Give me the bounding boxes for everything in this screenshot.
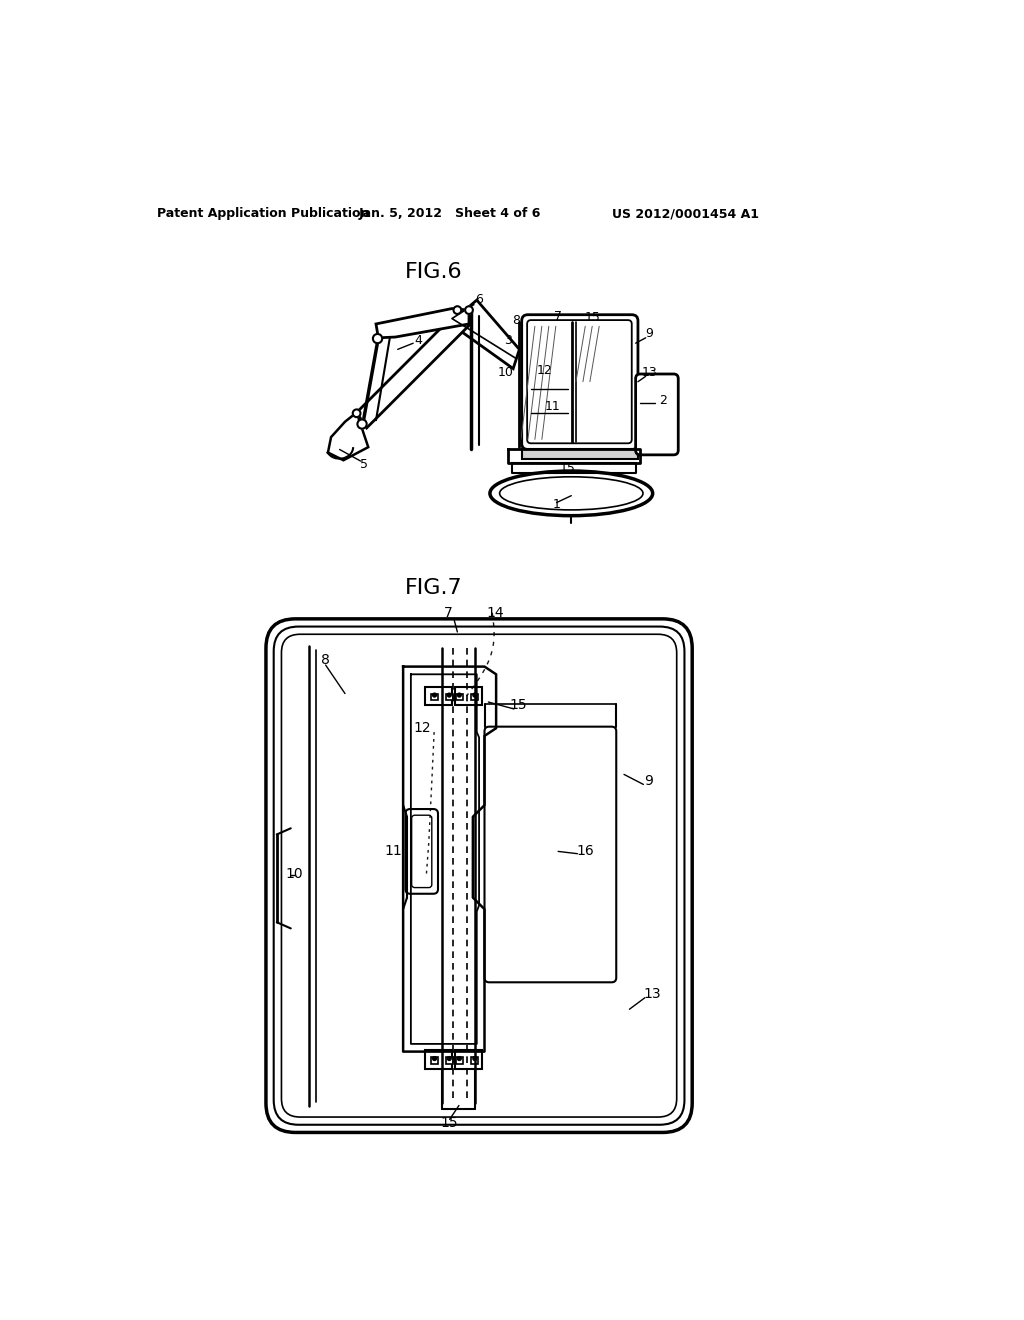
Text: 15: 15 [559,462,575,475]
Text: 14: 14 [486,606,504,619]
FancyBboxPatch shape [273,627,684,1125]
FancyBboxPatch shape [471,693,478,701]
FancyBboxPatch shape [456,1057,463,1064]
Text: 13: 13 [642,366,657,379]
Text: 10: 10 [498,366,513,379]
Text: 15: 15 [509,698,526,711]
FancyBboxPatch shape [425,686,452,705]
Circle shape [458,693,461,697]
FancyBboxPatch shape [431,1057,438,1064]
FancyBboxPatch shape [445,693,453,701]
FancyBboxPatch shape [412,816,432,887]
FancyBboxPatch shape [445,1057,453,1064]
Text: 16: 16 [577,845,594,858]
FancyBboxPatch shape [266,619,692,1133]
Text: 6: 6 [475,293,483,306]
Text: 15: 15 [585,312,601,325]
Text: 12: 12 [414,721,431,735]
Circle shape [373,334,382,343]
FancyBboxPatch shape [425,1051,452,1069]
Circle shape [473,693,477,697]
FancyBboxPatch shape [521,314,638,449]
Circle shape [447,693,452,697]
Text: FIG.6: FIG.6 [406,263,463,282]
Circle shape [352,409,360,417]
Ellipse shape [500,477,643,510]
Text: Patent Application Publication: Patent Application Publication [158,207,370,220]
FancyBboxPatch shape [527,321,632,444]
Circle shape [454,306,461,314]
Text: 9: 9 [646,327,653,341]
Text: 7: 7 [554,310,562,323]
Circle shape [473,1056,477,1060]
Polygon shape [376,309,469,338]
Text: 13: 13 [644,987,662,1001]
FancyBboxPatch shape [455,1051,482,1069]
FancyBboxPatch shape [282,635,677,1117]
Text: 1: 1 [553,499,560,511]
Text: 10: 10 [286,867,303,882]
Text: 3: 3 [504,334,512,347]
Circle shape [465,306,473,314]
Polygon shape [328,412,369,461]
Circle shape [447,1056,452,1060]
Text: US 2012/0001454 A1: US 2012/0001454 A1 [612,207,760,220]
FancyBboxPatch shape [456,693,463,701]
FancyBboxPatch shape [406,809,438,894]
Text: 9: 9 [644,774,653,788]
FancyBboxPatch shape [484,726,616,982]
FancyBboxPatch shape [471,1057,478,1064]
Text: 5: 5 [360,458,369,471]
Text: 11: 11 [545,400,560,413]
Circle shape [458,1056,461,1060]
Text: 4: 4 [415,334,423,347]
Text: Jan. 5, 2012   Sheet 4 of 6: Jan. 5, 2012 Sheet 4 of 6 [358,207,541,220]
Text: 8: 8 [512,314,520,326]
FancyBboxPatch shape [455,686,482,705]
Circle shape [432,693,436,697]
Polygon shape [356,314,469,428]
FancyBboxPatch shape [636,374,678,455]
Text: 2: 2 [658,395,667,408]
Text: 11: 11 [384,845,402,858]
Text: 12: 12 [537,363,552,376]
Ellipse shape [489,471,652,516]
Circle shape [357,420,367,429]
Polygon shape [450,300,519,368]
Text: 15: 15 [440,1117,459,1130]
Circle shape [432,1056,436,1060]
FancyBboxPatch shape [431,693,438,701]
Text: FIG.7: FIG.7 [406,578,463,598]
FancyBboxPatch shape [521,449,638,459]
Text: 8: 8 [322,653,330,668]
Text: 7: 7 [443,606,453,619]
